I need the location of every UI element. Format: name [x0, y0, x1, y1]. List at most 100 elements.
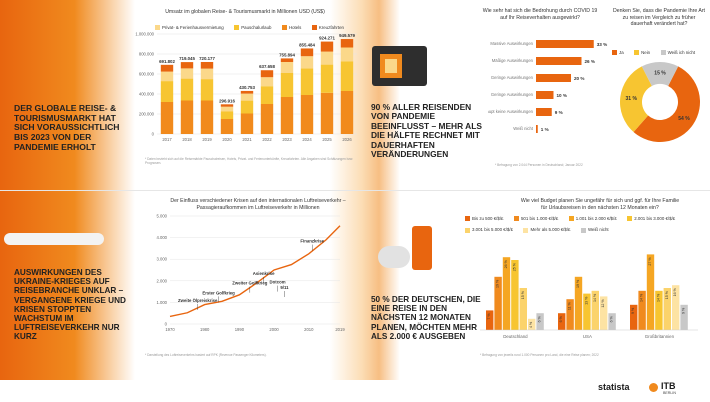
bar-category-label: Geringe Auswirkungen: [491, 75, 534, 80]
chart5-svg: 7 % 19 % 26 % 25 % 15 % 4 % 6 % Deutschland 6 % 1…: [480, 254, 698, 339]
bar-segment: [300, 95, 314, 134]
x-category-label: USA: [583, 334, 592, 339]
passport-illustration: [372, 46, 427, 86]
x-tick-label: 2010: [304, 327, 314, 332]
bar-value-label: 19 %: [576, 279, 580, 288]
legend-b6: Mehr als 5.000 €/$/£: [523, 225, 571, 235]
y-tick-label: 2.000: [157, 278, 168, 283]
bar-segment: [340, 39, 354, 48]
bar-segment: [160, 64, 174, 72]
x-tick-label: 1980: [200, 327, 210, 332]
bar: [494, 276, 502, 330]
bar-segment: [300, 56, 314, 69]
x-tick-label: 2024: [302, 137, 312, 142]
chart3-legend: Ja Nein Weiß ich nicht: [612, 42, 708, 60]
pie-label: 31 %: [626, 96, 638, 102]
chart3-title: Denken Sie, dass die Pandemie Ihre Art z…: [613, 8, 705, 27]
bar-value-label: 7 %: [487, 313, 491, 320]
bar: [519, 288, 527, 330]
bar-segment: [240, 113, 254, 134]
bar-segment: [160, 102, 174, 134]
bar-segment: [240, 90, 254, 94]
chart3-svg: 54 % 31 % 15 %: [620, 62, 700, 142]
bar: [583, 293, 591, 330]
bar-value-label: 6 %: [559, 315, 563, 322]
legend-weiss: Weiß ich nicht: [660, 50, 695, 55]
annotation-label: 9/11: [280, 285, 289, 290]
bar: [680, 304, 688, 330]
itb-logo-sub: BERLIN: [663, 391, 676, 395]
chart5-title: Wie viel Budget planen Sie ungefähr für …: [520, 198, 680, 211]
bar-value-label: 14 %: [593, 293, 597, 302]
bar-value-label: 14 %: [640, 293, 644, 302]
legend-ja: Ja: [612, 50, 624, 55]
statista-logo[interactable]: statista: [598, 382, 630, 392]
luggage-illustration: [412, 226, 432, 270]
bar: [536, 74, 571, 82]
y-tick-label: 1.000.000: [135, 32, 154, 37]
annotation-label: Zweite Ölpreiskrise: [178, 298, 218, 303]
legend-kreuz: Kreuzfahrten: [311, 25, 344, 30]
chart4-svg: 0 1.000 2.000 3.000 4.000 5.000 1970 1980 1990 20…: [157, 214, 346, 333]
legend-hotels: Hotels: [281, 25, 301, 30]
bar-value-label: 16 %: [673, 287, 677, 296]
bar-value-label: 15 %: [521, 290, 525, 299]
bar-value-label: 15 %: [665, 290, 669, 299]
panel2-note: * Befragung von 2.044 Personen in Deutsc…: [495, 163, 583, 167]
piggybank-illustration: [378, 246, 410, 268]
bar-category-label: Überhaupt keine Auswirkungen: [488, 109, 534, 114]
bar: [663, 288, 671, 330]
bar-value-label: 9 %: [682, 307, 686, 314]
panel2-headline: 90 % ALLER REISENDEN VON PANDEMIE BEEINF…: [371, 102, 482, 160]
bar-segment: [180, 100, 194, 134]
bar: [486, 310, 494, 330]
series-line: [169, 225, 341, 318]
y-tick-label: 400.000: [139, 92, 155, 97]
bar: [536, 57, 582, 65]
bar-segment: [180, 68, 194, 79]
bar-segment: [200, 79, 214, 101]
bar-value-label: 33 %: [597, 42, 607, 47]
itb-logo[interactable]: ITB: [661, 381, 676, 391]
bar-segment: [340, 47, 354, 62]
bar: [574, 276, 583, 330]
panel1-headline: DER GLOBALE REISE- & TOURISMUSMARKT HAT …: [14, 103, 120, 152]
bar-segment: [200, 61, 214, 69]
bar-segment: [280, 58, 294, 62]
panel3-note: * Darstellung des Luftreiseverkehrs basi…: [145, 353, 267, 357]
x-tick-label: 2022: [262, 137, 272, 142]
bar-segment: [160, 81, 174, 102]
bar-segment: [320, 41, 334, 52]
footer: statista ITB BERLIN: [0, 380, 710, 402]
bar-total-label: 430.753: [239, 85, 255, 90]
divider-line: [0, 190, 710, 191]
bar: [536, 108, 552, 116]
annotation-label: Zweiter Golfkrieg: [232, 281, 267, 286]
bar-segment: [220, 119, 234, 134]
bar-value-label: 13 %: [584, 296, 588, 305]
bar-value-label: 27 %: [648, 257, 652, 266]
x-tick-label: 2026: [342, 137, 352, 142]
x-tick-label: 2018: [182, 137, 192, 142]
bar: [536, 91, 554, 99]
bar-segment: [200, 68, 214, 80]
pie-label: 54 %: [678, 116, 690, 122]
x-category-label: Großbritannien: [645, 334, 675, 339]
x-tick-label: 2023: [282, 137, 292, 142]
bar-segment: [280, 73, 294, 97]
y-tick-label: 0: [165, 322, 168, 327]
bar-segment: [320, 51, 334, 65]
bar-total-label: 296.916: [219, 98, 235, 103]
legend-b7: Weiß nicht: [580, 225, 609, 235]
x-tick-label: 2017: [162, 137, 172, 142]
bar-value-label: 6 %: [538, 315, 542, 322]
bar-segment: [220, 111, 234, 119]
panel4-headline: 50 % DER DEUTSCHEN, DIE EINE REISE IN DE…: [371, 295, 481, 341]
bar-segment: [160, 71, 174, 82]
bar-segment: [340, 91, 354, 134]
airplane-illustration: [4, 233, 104, 245]
chart2-title: Wie sehr hat sich die Bedrohung durch CO…: [482, 8, 598, 21]
bar-segment: [260, 70, 274, 78]
bar-total-label: 719.045: [179, 56, 195, 61]
bar-segment: [200, 100, 214, 134]
